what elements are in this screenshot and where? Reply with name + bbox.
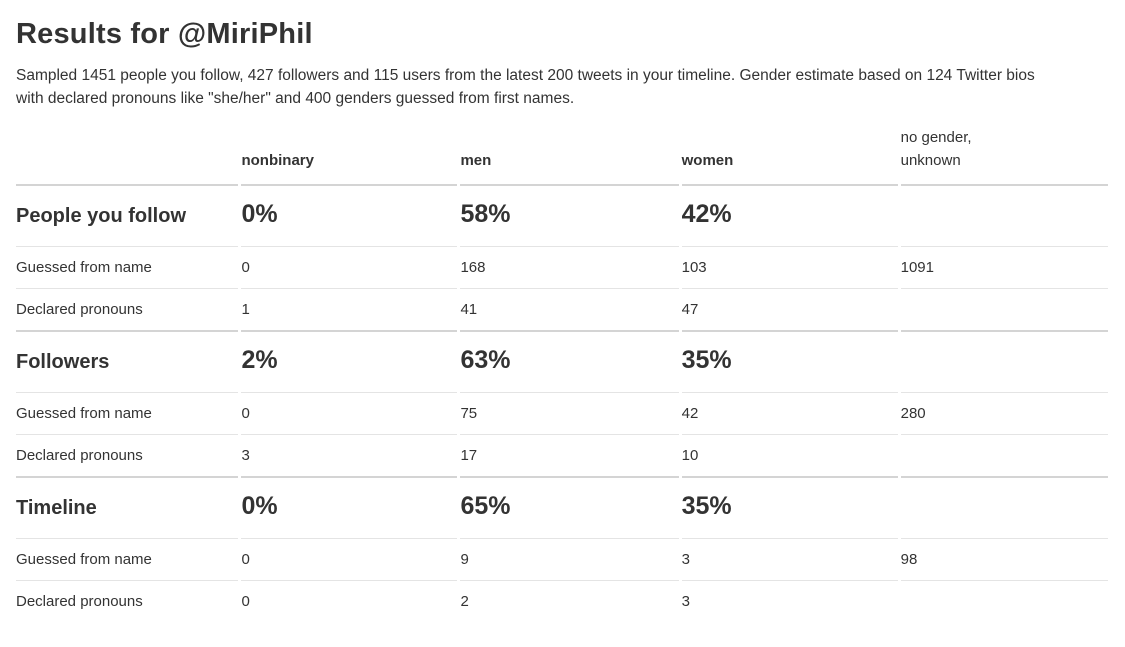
column-header-no-gender-unknown: no gender, unknown <box>900 129 972 169</box>
count-men: 17 <box>460 434 679 476</box>
detail-row-declared-pronouns: Declared pronouns 3 17 10 <box>16 434 1108 476</box>
percent-unknown <box>900 184 1108 246</box>
section-label: Timeline <box>16 476 239 538</box>
percent-nonbinary: 0% <box>241 184 458 246</box>
count-nonbinary: 1 <box>241 288 458 330</box>
count-men: 2 <box>460 580 679 622</box>
percent-nonbinary: 0% <box>241 476 458 538</box>
sample-description: Sampled 1451 people you follow, 427 foll… <box>16 67 1035 107</box>
detail-row-guessed-from-name: Guessed from name 0 168 103 1091 <box>16 246 1108 288</box>
count-men: 168 <box>460 246 679 288</box>
row-label: Declared pronouns <box>16 288 239 330</box>
section-row-people-you-follow: People you follow 0% 58% 42% <box>16 184 1108 246</box>
column-header-nonbinary: nonbinary <box>241 152 314 169</box>
detail-row-guessed-from-name: Guessed from name 0 75 42 280 <box>16 392 1108 434</box>
count-women: 47 <box>681 288 898 330</box>
detail-row-guessed-from-name: Guessed from name 0 9 3 98 <box>16 538 1108 580</box>
count-men: 41 <box>460 288 679 330</box>
row-label: Declared pronouns <box>16 580 239 622</box>
row-label: Guessed from name <box>16 538 239 580</box>
gender-results-table: nonbinary men women no gender, unknown P… <box>13 126 1111 622</box>
detail-row-declared-pronouns: Declared pronouns 0 2 3 <box>16 580 1108 622</box>
percent-men: 63% <box>460 330 679 392</box>
column-header-empty <box>16 126 238 184</box>
row-label: Guessed from name <box>16 246 239 288</box>
count-women: 10 <box>681 434 898 476</box>
count-unknown <box>900 580 1108 622</box>
header-row: nonbinary men women no gender, unknown <box>16 126 1108 184</box>
percent-men: 65% <box>460 476 679 538</box>
section-row-timeline: Timeline 0% 65% 35% <box>16 476 1108 538</box>
percent-women: 42% <box>681 184 898 246</box>
count-nonbinary: 0 <box>241 246 458 288</box>
section-label: Followers <box>16 330 239 392</box>
row-label: Declared pronouns <box>16 434 239 476</box>
count-nonbinary: 0 <box>241 392 458 434</box>
section-label: People you follow <box>16 184 239 246</box>
row-label: Guessed from name <box>16 392 239 434</box>
column-header-men: men <box>460 152 492 169</box>
count-women: 3 <box>681 580 898 622</box>
count-nonbinary: 0 <box>241 580 458 622</box>
count-unknown <box>900 434 1108 476</box>
percent-unknown <box>900 476 1108 538</box>
percent-women: 35% <box>681 476 898 538</box>
count-nonbinary: 3 <box>241 434 458 476</box>
count-unknown: 280 <box>900 392 1108 434</box>
percent-nonbinary: 2% <box>241 330 458 392</box>
percent-women: 35% <box>681 330 898 392</box>
percent-unknown <box>900 330 1108 392</box>
count-women: 42 <box>681 392 898 434</box>
column-header-women: women <box>681 152 734 169</box>
count-unknown <box>900 288 1108 330</box>
count-unknown: 1091 <box>900 246 1108 288</box>
count-women: 3 <box>681 538 898 580</box>
count-men: 9 <box>460 538 679 580</box>
section-row-followers: Followers 2% 63% 35% <box>16 330 1108 392</box>
count-men: 75 <box>460 392 679 434</box>
count-women: 103 <box>681 246 898 288</box>
count-nonbinary: 0 <box>241 538 458 580</box>
count-unknown: 98 <box>900 538 1108 580</box>
percent-men: 58% <box>460 184 679 246</box>
results-page: Results for @MiriPhil Sampled 1451 peopl… <box>13 18 1111 622</box>
page-title: Results for @MiriPhil <box>16 18 313 50</box>
detail-row-declared-pronouns: Declared pronouns 1 41 47 <box>16 288 1108 330</box>
